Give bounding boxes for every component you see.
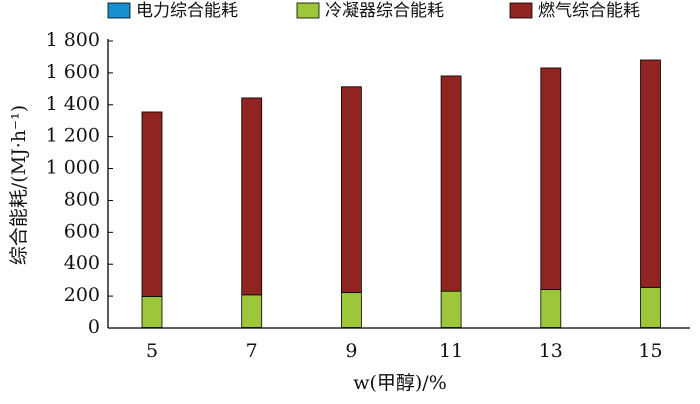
bar-segment — [141, 296, 163, 328]
bar-segment — [440, 290, 462, 328]
y-axis-label: 综合能耗/(MJ·h⁻¹) — [8, 105, 30, 265]
x-tick-label: 15 — [638, 340, 662, 362]
x-tick-label: 7 — [246, 340, 258, 362]
y-tick-label: 800 — [64, 188, 100, 210]
y-tick-label: 200 — [64, 284, 100, 306]
legend-swatch — [509, 2, 533, 19]
legend-swatch — [107, 2, 131, 19]
bar-segment — [640, 286, 661, 328]
x-axis-label: w(甲醇)/% — [353, 372, 447, 394]
bar-segment — [340, 292, 362, 328]
bar-segment — [141, 111, 163, 297]
y-tick-label: 1 000 — [46, 157, 100, 179]
bar-segment — [340, 86, 362, 293]
x-tick-label: 13 — [539, 340, 563, 362]
y-tick-label: 1 400 — [46, 93, 100, 115]
bar-segment — [440, 75, 462, 292]
legend-label: 电力综合能耗 — [136, 1, 238, 21]
y-tick-label: 400 — [64, 252, 100, 274]
x-tick-label: 9 — [345, 340, 357, 362]
bar-segment — [241, 97, 263, 296]
y-tick-label: 1 800 — [46, 29, 100, 51]
y-tick-label: 1 600 — [46, 61, 100, 83]
x-tick-label: 11 — [439, 340, 463, 362]
x-tick-label: 5 — [146, 340, 158, 362]
legend-swatch — [296, 2, 320, 19]
legend-label: 燃气综合能耗 — [538, 1, 640, 21]
bar-segment — [640, 59, 661, 288]
legend-label: 冷凝器综合能耗 — [325, 1, 444, 21]
y-tick-label: 600 — [64, 220, 100, 242]
y-tick-label: 0 — [88, 316, 100, 338]
bar-segment — [241, 294, 263, 328]
bar-segment — [540, 67, 562, 290]
y-tick-label: 1 200 — [46, 125, 100, 147]
bar-segment — [540, 289, 562, 328]
